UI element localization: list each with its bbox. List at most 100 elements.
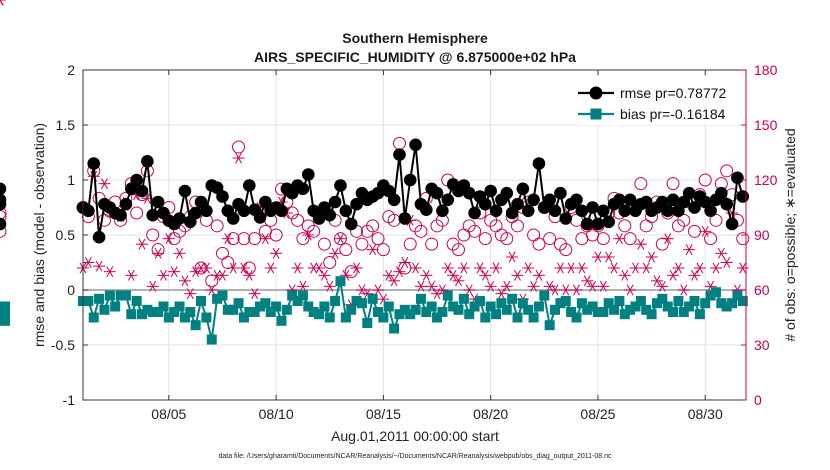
y-tick-label-left: 0.5: [56, 227, 76, 243]
bias-point: [491, 309, 502, 320]
obs-evaluated-point: [441, 262, 454, 274]
rmse-point: [548, 204, 562, 218]
bias-point: [174, 301, 185, 312]
rmse-point: [532, 157, 546, 170]
obs-evaluated-point: [591, 251, 604, 263]
bias-point: [389, 323, 400, 334]
legend: rmse pr=0.78772 bias pr=-0.16184: [575, 77, 741, 125]
bias-point: [335, 276, 346, 287]
rmse-point: [151, 195, 165, 209]
obs-evaluated-point: [264, 262, 277, 274]
bias-point: [110, 301, 121, 312]
bias-point: [421, 307, 432, 317]
rmse-point: [344, 217, 358, 231]
rmse-point: [575, 204, 589, 218]
legend-rmse-label: rmse pr=0.78772: [620, 85, 726, 101]
bias-point: [169, 307, 180, 317]
obs-evaluated-point: [522, 262, 535, 274]
bias-point: [689, 296, 700, 306]
bias-point: [228, 304, 239, 315]
bias-point: [619, 309, 630, 320]
obs-evaluated-point: [720, 257, 733, 268]
bias-point: [238, 312, 249, 323]
obs-evaluated-point: [420, 269, 433, 281]
rmse-point: [178, 184, 192, 198]
rmse-point: [613, 193, 626, 207]
bias-point: [362, 318, 373, 328]
obs-evaluated-point: [452, 275, 465, 287]
bias-point: [281, 304, 292, 315]
bias-point: [233, 298, 244, 309]
obs-possible-point: [344, 265, 358, 279]
obs-possible-point: [0, 210, 7, 224]
bias-point: [137, 309, 148, 320]
obs-evaluated-point: [372, 284, 385, 296]
y-tick-label-right: 120: [754, 172, 778, 188]
obs-evaluated-point: [136, 238, 149, 250]
obs-evaluated-point: [629, 262, 642, 274]
rmse-point: [559, 212, 573, 225]
rmse-point: [720, 197, 733, 211]
obs-evaluated-point: [425, 280, 438, 292]
rmse-point: [200, 204, 213, 218]
rmse-point: [521, 204, 535, 218]
obs-evaluated-point: [736, 262, 749, 274]
bias-point: [560, 296, 571, 306]
rmse-point: [430, 186, 444, 200]
bias-point: [212, 293, 223, 304]
bias-point: [83, 296, 94, 306]
rmse-point: [623, 193, 637, 207]
obs-possible-point: [296, 232, 310, 246]
bias-point: [705, 290, 716, 301]
footer-data-file: data file: /Users/gharamti/Documents/NCA…: [218, 453, 612, 460]
obs-possible-point: [0, 206, 7, 220]
obs-evaluated-point: [683, 244, 696, 256]
obs-evaluated-point: [98, 178, 111, 190]
obs-evaluated-point: [334, 233, 347, 245]
rmse-point: [682, 186, 696, 200]
obs-evaluated-point: [82, 257, 95, 268]
obs-evaluated-point: [490, 262, 503, 274]
bias-point: [131, 296, 142, 306]
obs-evaluated-point: [157, 269, 170, 281]
bias-point: [115, 290, 126, 301]
obs-evaluated-point: [554, 262, 567, 274]
obs-evaluated-point: [0, 0, 6, 6]
obs-evaluated-point: [479, 269, 492, 281]
rmse-point: [511, 197, 524, 211]
rmse-point: [479, 197, 492, 211]
y-tick-label-right: 60: [754, 282, 770, 298]
obs-evaluated-point: [184, 288, 197, 300]
obs-evaluated-point: [575, 262, 588, 274]
y-tick-label-left: 1: [67, 172, 75, 188]
obs-evaluated-point: [200, 262, 213, 274]
bias-point: [721, 301, 732, 312]
bias-point: [126, 309, 137, 320]
ticks: 08/05 08/10 08/15 08/20 08/25 08/30 -1 -0.5 0 0.5…: [51, 62, 778, 422]
obs-evaluated-point: [511, 269, 524, 281]
obs-possible-point: [291, 213, 305, 227]
bias-point: [474, 296, 485, 306]
obs-evaluated-point: [677, 284, 690, 296]
obs-evaluated-point: [409, 262, 422, 274]
obs-evaluated-point: [709, 262, 722, 274]
obs-possible-point: [634, 177, 648, 191]
rmse-point: [543, 193, 556, 207]
rmse-point: [328, 195, 342, 209]
bias-point: [458, 293, 469, 304]
obs-possible-point: [210, 219, 224, 233]
rmse-point: [0, 217, 7, 231]
obs-evaluated-point: [168, 266, 181, 278]
bias-point: [657, 293, 668, 304]
bias-point: [88, 312, 99, 323]
rmse-point: [602, 215, 615, 229]
bias-point: [453, 304, 464, 315]
bias-point: [249, 307, 260, 317]
obs-evaluated-point: [484, 280, 497, 292]
obs-evaluated-point: [565, 262, 578, 274]
bias-point: [625, 304, 636, 315]
bias-point: [196, 296, 207, 306]
bias-point: [410, 304, 421, 315]
obs-evaluated-point: [302, 229, 315, 241]
rmse-point: [216, 190, 229, 203]
